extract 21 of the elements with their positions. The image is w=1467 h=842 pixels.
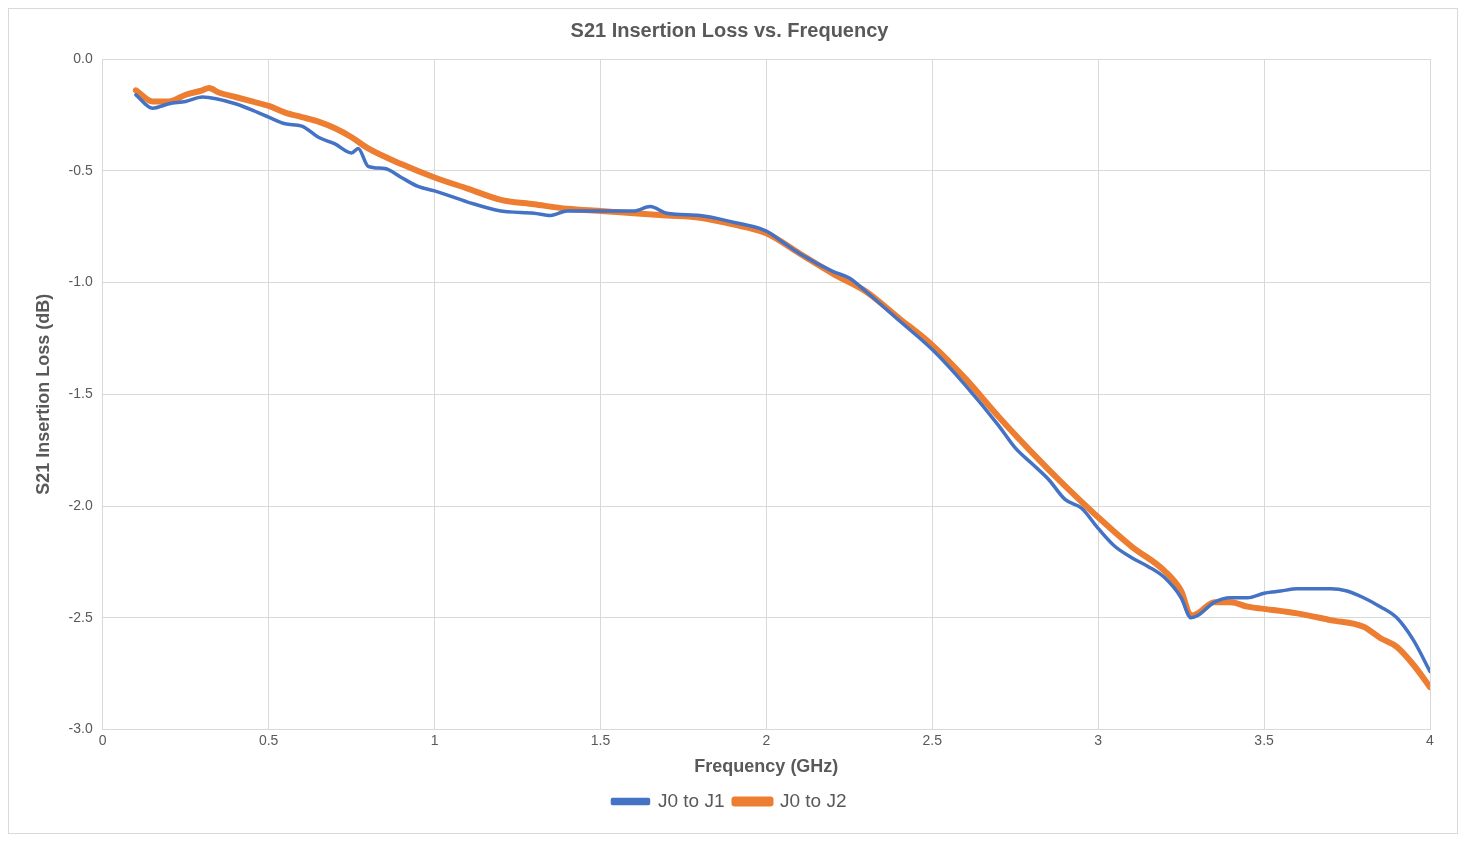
- x-tick-label: 0: [98, 731, 107, 748]
- y-tick-label: -3.0: [68, 720, 93, 737]
- y-tick-label: -0.5: [68, 161, 93, 178]
- legend-label: J0 to J2: [780, 789, 847, 811]
- y-tick-label: 0.0: [73, 49, 93, 66]
- x-tick-label: 3: [1094, 731, 1103, 748]
- x-tick-label: 1.5: [590, 731, 611, 748]
- x-axis-title: Frequency (GHz): [694, 756, 839, 777]
- x-tick-label: 1: [430, 731, 439, 748]
- x-tick-label: 0.5: [258, 731, 279, 748]
- y-axis-title: S21 Insertion Loss (dB): [32, 293, 53, 495]
- x-tick-label: 2: [762, 731, 771, 748]
- y-tick-label: -2.0: [68, 496, 93, 513]
- y-tick-label: -1.0: [68, 273, 93, 290]
- y-tick-label: -1.5: [68, 385, 93, 402]
- x-tick-label: 3.5: [1254, 731, 1275, 748]
- x-tick-label: 4: [1426, 731, 1435, 748]
- chart-title: S21 Insertion Loss vs. Frequency: [570, 18, 890, 41]
- x-tick-label: 2.5: [922, 731, 943, 748]
- legend-label: J0 to J1: [657, 789, 725, 811]
- y-tick-label: -2.5: [68, 608, 93, 625]
